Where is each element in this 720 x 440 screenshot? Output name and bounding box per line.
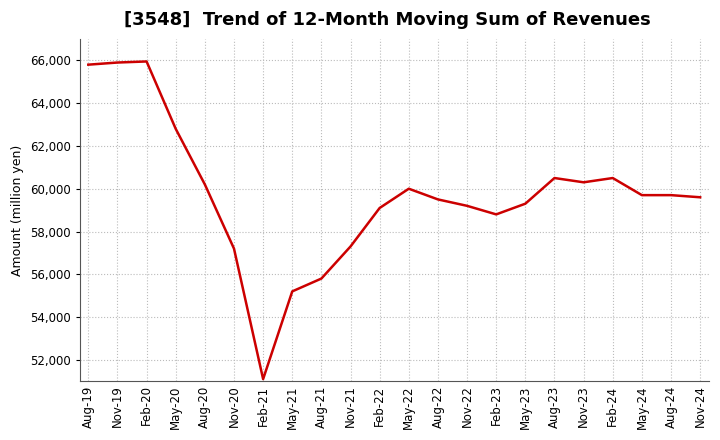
Y-axis label: Amount (million yen): Amount (million yen): [11, 144, 24, 276]
Text: [3548]  Trend of 12-Month Moving Sum of Revenues: [3548] Trend of 12-Month Moving Sum of R…: [124, 11, 650, 29]
